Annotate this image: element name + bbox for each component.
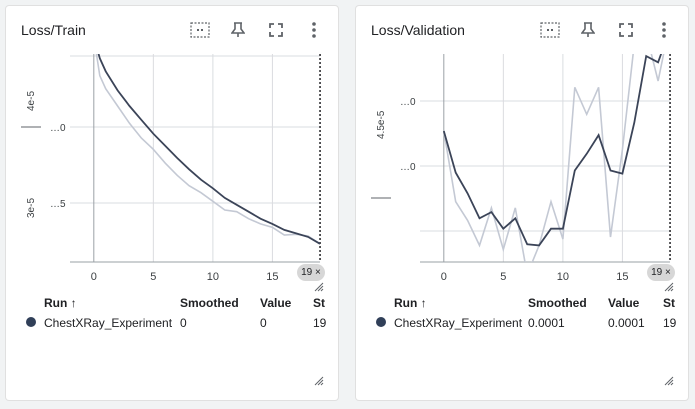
card-title: Loss/Validation — [371, 22, 465, 38]
more-options-button[interactable] — [648, 18, 680, 42]
step-value: 19 — [313, 316, 327, 330]
series-line-value — [443, 54, 665, 262]
x-tick-label: 15 — [616, 271, 628, 283]
run-color-dot[interactable] — [376, 317, 386, 327]
more-vert-icon — [312, 22, 316, 38]
smoothed-value: 0.0001 — [528, 316, 565, 330]
card-toolbar — [534, 18, 680, 42]
x-tick-label: 10 — [557, 271, 569, 283]
scalar-card-train: Loss/Train 4e-5 …0 3e-5 …5 — [6, 6, 338, 400]
series-line-smoothed — [442, 54, 663, 247]
smoothed-value: 0 — [180, 316, 187, 330]
line-chart-validation[interactable]: 4.5e-5 …0 …0 0 5 10 15 — [356, 6, 688, 296]
step-column-header[interactable]: St — [663, 296, 675, 310]
series-line-smoothed — [97, 54, 320, 245]
value-column-header[interactable]: Value — [608, 296, 640, 310]
line-chart-train[interactable]: 4e-5 …0 3e-5 …5 0 5 10 15 — [6, 6, 338, 296]
y-tick-label: …0 — [400, 162, 416, 173]
runs-table: Run ↑ Smoothed Value St ChestXRay_Experi… — [6, 294, 333, 334]
raw-value: 0 — [260, 316, 267, 330]
more-vert-icon — [662, 22, 666, 38]
y-tick-label: 4.5e-5 — [376, 110, 387, 139]
fullscreen-button[interactable] — [260, 18, 292, 42]
runs-table-header: Run ↑ Smoothed Value St — [6, 294, 333, 312]
step-badge[interactable]: 19 × — [297, 264, 325, 281]
x-tick-label: 15 — [266, 271, 278, 283]
card-resize-handle-icon[interactable] — [664, 376, 674, 386]
y-tick-label: …5 — [50, 199, 66, 210]
more-options-button[interactable] — [298, 18, 330, 42]
fit-domain-button[interactable] — [184, 18, 216, 42]
table-row: ChestXRay_Experiment 0.0001 0.0001 19 — [356, 312, 683, 334]
x-tick-label: 10 — [207, 271, 219, 283]
card-resize-handle-icon[interactable] — [314, 376, 324, 386]
y-tick-label: …0 — [50, 123, 66, 134]
pin-button[interactable] — [222, 18, 254, 42]
y-tick-label: …0 — [400, 97, 416, 108]
card-title: Loss/Train — [21, 22, 86, 38]
fit-domain-button[interactable] — [534, 18, 566, 42]
y-tick-label: 3e-5 — [26, 198, 37, 218]
fullscreen-icon — [619, 23, 633, 37]
y-tick-label: 4e-5 — [26, 91, 37, 111]
smoothed-column-header[interactable]: Smoothed — [180, 296, 239, 310]
run-name: ChestXRay_Experiment — [44, 316, 173, 330]
runs-table-header: Run ↑ Smoothed Value St — [356, 294, 683, 312]
scalar-card-validation: Loss/Validation 4.5e-5 …0 …0 0 — [356, 6, 688, 400]
step-badge-value: 19 — [301, 267, 313, 278]
fullscreen-icon — [269, 23, 283, 37]
run-color-dot[interactable] — [26, 317, 36, 327]
fit-domain-icon — [190, 22, 210, 38]
value-column-header[interactable]: Value — [260, 296, 292, 310]
pin-icon — [231, 22, 245, 37]
run-column-header[interactable]: Run ↑ — [394, 296, 427, 310]
x-tick-label: 0 — [441, 271, 447, 283]
x-tick-label: 0 — [91, 271, 97, 283]
sort-arrow-icon: ↑ — [70, 296, 77, 310]
step-column-header[interactable]: St — [313, 296, 325, 310]
card-toolbar — [184, 18, 330, 42]
step-badge-value: 19 — [651, 267, 663, 278]
fullscreen-button[interactable] — [610, 18, 642, 42]
x-tick-label: 5 — [150, 271, 156, 283]
x-tick-label: 5 — [500, 271, 506, 283]
chart-resize-handle-icon[interactable] — [664, 282, 674, 292]
run-column-header[interactable]: Run ↑ — [44, 296, 77, 310]
series-line-value — [95, 54, 320, 245]
fit-domain-icon — [540, 22, 560, 38]
pin-icon — [581, 22, 595, 37]
chart-resize-handle-icon[interactable] — [314, 282, 324, 292]
step-badge[interactable]: 19 × — [647, 264, 675, 281]
runs-table: Run ↑ Smoothed Value St ChestXRay_Experi… — [356, 294, 683, 334]
sort-arrow-icon: ↑ — [420, 296, 427, 310]
run-name: ChestXRay_Experiment — [394, 316, 523, 330]
raw-value: 0.0001 — [608, 316, 645, 330]
pin-button[interactable] — [572, 18, 604, 42]
step-value: 19 — [663, 316, 677, 330]
smoothed-column-header[interactable]: Smoothed — [528, 296, 587, 310]
table-row: ChestXRay_Experiment 0 0 19 — [6, 312, 333, 334]
